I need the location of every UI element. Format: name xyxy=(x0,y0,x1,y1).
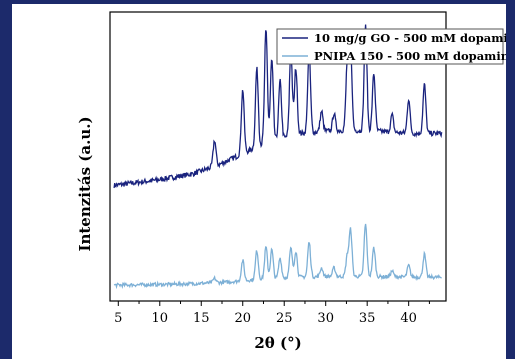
x-tick-label: 10 xyxy=(152,311,169,326)
figure-frame: 5 10 15 20 25 30 35 40 10 mg/g GO - 500 mM dopa… xyxy=(12,4,506,359)
legend-label-go-dopamin: 10 mg/g GO - 500 mM dopamin xyxy=(314,31,506,45)
series-layer xyxy=(113,24,443,290)
x-tick-label: 5 xyxy=(114,311,122,326)
series-line-pnipa-dopamin xyxy=(113,223,442,290)
x-tick-label: 25 xyxy=(276,311,293,326)
series-line-go-dopamin xyxy=(113,24,443,189)
x-tick-label: 20 xyxy=(234,311,251,326)
x-axis-ticks: 5 10 15 20 25 30 35 40 xyxy=(114,301,430,326)
legend-box xyxy=(276,28,504,65)
legend: 10 mg/g GO - 500 mM dopamin PNIPA 150 - … xyxy=(276,28,506,65)
x-tick-label: 15 xyxy=(193,311,210,326)
legend-label-pnipa-dopamin: PNIPA 150 - 500 mM dopamin xyxy=(314,49,506,63)
x-tick-label: 40 xyxy=(400,311,417,326)
x-tick-label: 35 xyxy=(359,311,376,326)
x-tick-label: 30 xyxy=(317,311,334,326)
x-axis-label: 2θ (°) xyxy=(254,334,301,352)
chart: 5 10 15 20 25 30 35 40 10 mg/g GO - 500 mM dopa… xyxy=(76,11,506,352)
y-axis-label: Intenzitás (a.u.) xyxy=(76,116,94,251)
